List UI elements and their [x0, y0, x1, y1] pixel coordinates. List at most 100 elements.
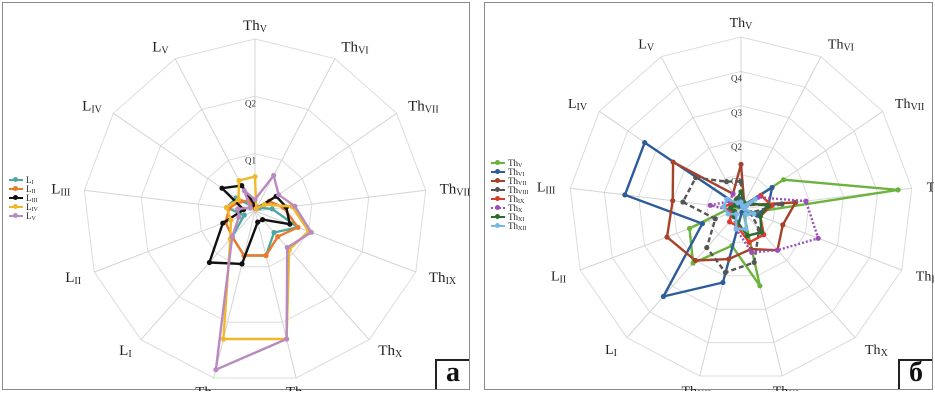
legend-swatch [491, 204, 505, 210]
grid-spoke [94, 210, 256, 273]
legend-label: ThVI [508, 166, 525, 178]
legend-label: LIV [26, 201, 38, 213]
data-point [751, 259, 757, 265]
data-point [725, 211, 731, 217]
axis-label: ThVI [341, 39, 368, 56]
grid-spoke [113, 112, 256, 212]
data-point [247, 205, 253, 211]
axis-label: ThXI [286, 385, 313, 391]
data-point [758, 229, 765, 235]
data-point [664, 234, 670, 240]
axis-label: LII [551, 269, 566, 285]
legend-label: LI [26, 174, 34, 186]
data-point [239, 261, 245, 267]
legend-a: LI LII LIII LIV LV [9, 174, 38, 222]
data-point [738, 161, 744, 167]
data-point [738, 178, 744, 185]
data-point [271, 172, 277, 179]
grid-ring [83, 38, 427, 379]
ring-label: Q4 [731, 73, 742, 83]
legend-label: LII [26, 183, 36, 195]
radar-chart-b-svg: Q1Q2Q3Q4ThVThVIThVIIThVIIThIXThXThXIThXI… [537, 16, 934, 391]
data-point [726, 256, 732, 262]
data-point [735, 200, 741, 206]
data-point [284, 336, 290, 342]
data-point [712, 216, 718, 222]
axis-label: ThXII [195, 385, 226, 391]
grid-spoke [626, 208, 742, 339]
legend-item: ThXII [491, 221, 528, 232]
ring-label: Q2 [731, 142, 742, 152]
grid-spoke [140, 210, 256, 341]
series-line-th-viii [681, 176, 784, 274]
grid-ring [638, 105, 844, 310]
axis-label: LV [638, 37, 655, 53]
legend-swatch [491, 213, 505, 219]
axis-label: LIV [82, 98, 103, 115]
legend-label: LIII [26, 192, 38, 204]
data-point [743, 211, 749, 217]
data-point [228, 217, 234, 223]
data-point [733, 211, 739, 217]
legend-label: LV [26, 210, 36, 222]
data-point [699, 221, 705, 227]
data-point [219, 185, 225, 191]
axis-label: ThVI [828, 37, 854, 53]
data-point [757, 213, 763, 219]
legend-swatch [9, 203, 23, 209]
legend-label: ThX [508, 202, 523, 214]
data-point [261, 201, 267, 208]
axis-label: LIII [51, 182, 70, 199]
data-point [724, 196, 730, 202]
data-point [252, 196, 258, 203]
data-point [707, 202, 713, 208]
data-point [693, 175, 699, 181]
legend-item: ThVI [491, 166, 528, 178]
data-point [235, 206, 241, 212]
panel-letter-b: б [898, 359, 932, 389]
legend-label: ThIX [508, 193, 525, 205]
grid-spoke [254, 58, 336, 212]
data-point [241, 188, 247, 194]
data-point [680, 199, 686, 205]
data-point [779, 201, 785, 207]
legend-item: ThV [491, 158, 528, 169]
data-point [727, 219, 733, 225]
legend-item: LI [9, 174, 38, 186]
axis-label: ThXII [681, 385, 710, 391]
data-point [213, 367, 219, 373]
legend-swatch [491, 177, 505, 183]
grid-spoke [740, 208, 902, 271]
data-point [292, 203, 298, 209]
legend-item: ThXI [491, 212, 528, 223]
data-point [774, 247, 781, 253]
data-point [722, 269, 728, 276]
data-point [741, 206, 747, 212]
data-point [749, 249, 755, 255]
legend-swatch [491, 195, 505, 201]
legend-item: ThVIII [491, 185, 528, 196]
axis-label: LIV [568, 97, 588, 113]
axis-label: ThVII [408, 98, 439, 115]
ring-label: Q1 [245, 156, 256, 166]
data-point [223, 204, 230, 211]
data-point [287, 221, 293, 227]
grid-spoke [254, 210, 416, 273]
data-point [724, 179, 730, 185]
legend-swatch [491, 186, 505, 192]
data-point [220, 220, 226, 226]
legend-item: ThIX [491, 193, 528, 205]
legend-swatch [491, 168, 505, 174]
data-point [308, 229, 314, 235]
data-point [730, 191, 736, 197]
data-point [751, 211, 757, 217]
data-point [235, 197, 242, 203]
data-point [757, 283, 763, 289]
data-point [206, 259, 212, 266]
data-point [692, 257, 698, 264]
data-point [255, 219, 261, 225]
series-group [622, 140, 901, 300]
data-point [642, 140, 648, 146]
data-point [769, 184, 775, 191]
data-point [704, 245, 710, 251]
